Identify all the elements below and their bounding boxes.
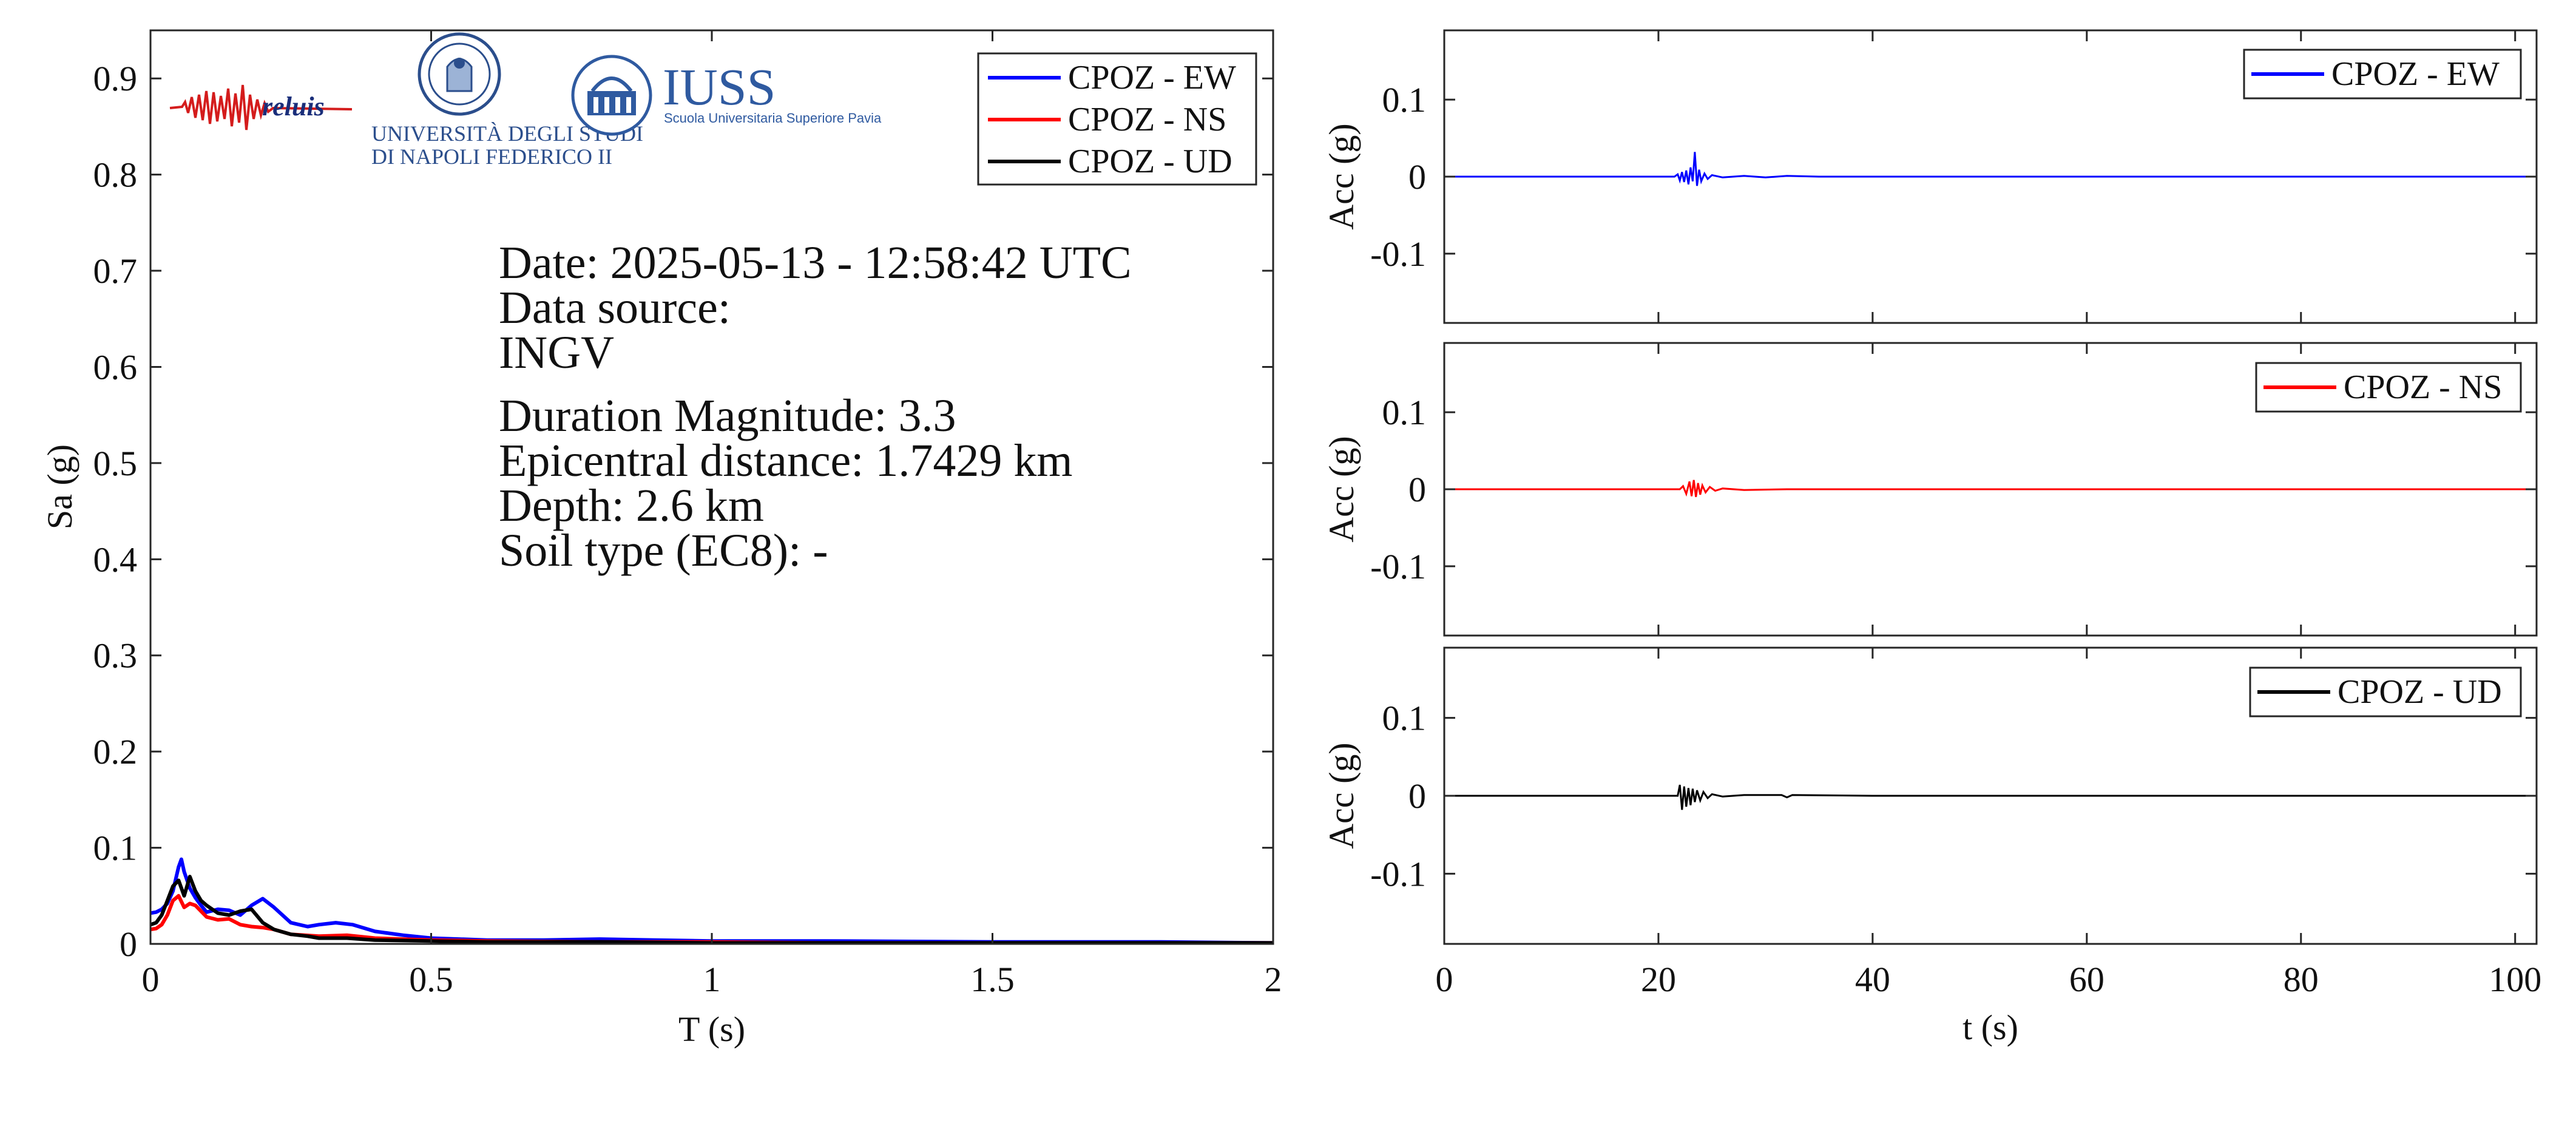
spectrum-y-tick-label: 0.4: [93, 540, 138, 579]
iuss-logo: IUSS Scuola Universitaria Superiore Pavi…: [571, 55, 882, 136]
reluis-logo: reluis: [169, 84, 353, 131]
acc-y-tick-label: -0.1: [1370, 854, 1426, 894]
acceleration-series-ud: [1444, 784, 2537, 810]
acc-x-tick-label: 20: [1641, 960, 1676, 999]
spectrum-line-0: [150, 857, 1274, 945]
acc-y-tick-label: -0.1: [1370, 547, 1426, 586]
spectrum-y-tick-label: 0.9: [93, 59, 138, 98]
acceleration-series-ns: [1444, 480, 2537, 497]
acc-ew-legend-label: CPOZ - EW: [2331, 55, 2500, 93]
data-source-label: Data source:: [499, 282, 731, 333]
acc-ud-y-ticks: 0.1 0 -0.1: [1370, 699, 2537, 894]
acc-trace-line: [1444, 784, 2537, 810]
spectrum-y-tick-label: 0.1: [93, 829, 138, 868]
spectrum-y-tick-label: 0.5: [93, 444, 138, 483]
acc-trace-line: [1444, 480, 2537, 497]
acc-ew-legend: CPOZ - EW: [2243, 49, 2522, 100]
spectrum-y-tick-label: 0.6: [93, 347, 138, 387]
acc-trace-line: [1444, 152, 2537, 186]
spectrum-x-tick-label: 1.5: [970, 960, 1015, 999]
spectrum-x-tick-label: 0.5: [409, 960, 453, 999]
acc-ns-x-ticks: [1443, 343, 2517, 636]
spectrum-y-tick-label: 0: [120, 924, 137, 964]
epicentral-distance: Epicentral distance: 1.7429 km: [499, 435, 1073, 486]
response-spectrum-chart: 0 0.1 0.2 0.3 0.4 0.5 0.6 0.7 0.8 0.9 0 0.5 1 1.5 2 T…: [40, 29, 1282, 1049]
acc-x-tick-label: 0: [1436, 960, 1453, 999]
acc-ns-y-ticks: 0.1 0 -0.1: [1370, 393, 2537, 586]
acc-ew-x-ticks: [1443, 30, 2517, 323]
data-source-value: INGV: [499, 327, 614, 378]
acc-y-tick-label: 0: [1408, 470, 1426, 509]
acc-x-tick-label: 60: [2069, 960, 2104, 999]
legend-label-ud: CPOZ - UD: [1068, 143, 1232, 180]
spectrum-y-tick-label: 0.3: [93, 636, 138, 676]
spectrum-x-tick-label: 1: [703, 960, 721, 999]
spectrum-y-axis-title: Sa (g): [40, 444, 79, 529]
soil-type: Soil type (EC8): -: [499, 525, 828, 576]
spectrum-series-group: [150, 857, 1274, 945]
spectrum-y-tick-label: 0.8: [93, 155, 138, 195]
acc-y-tick-label: -0.1: [1370, 234, 1426, 274]
acc-ns-legend-label: CPOZ - NS: [2344, 368, 2502, 406]
acceleration-chart-ns: 0.1 0 -0.1 Acc (g) CPOZ - NS: [1322, 342, 2538, 637]
acc-ud-x-ticks: 0 20 40 60 80 100: [1436, 648, 2541, 999]
spectrum-x-tick-label: 2: [1265, 960, 1282, 999]
acc-ud-legend: CPOZ - UD: [2249, 666, 2522, 717]
event-info: Date: 2025-05-13 - 12:58:42 UTC Data sou…: [499, 237, 1132, 576]
legend-label-ns: CPOZ - NS: [1068, 101, 1226, 138]
spectrum-y-ticks: 0 0.1 0.2 0.3 0.4 0.5 0.6 0.7 0.8 0.9: [93, 59, 1273, 964]
spectrum-y-tick-label: 0.7: [93, 251, 138, 291]
acc-ew-y-axis-title: Acc (g): [1322, 123, 1361, 230]
acc-x-tick-label: 80: [2284, 960, 2319, 999]
acc-ew-y-ticks: 0.1 0 -0.1: [1370, 80, 2537, 274]
spectrum-legend: CPOZ - EW CPOZ - NS CPOZ - UD: [977, 52, 1257, 186]
acceleration-chart-ud: 0.1 0 -0.1 0 20 40 60 80 100 Acc (g) t (s) CPOZ…: [1322, 646, 2541, 1047]
acc-x-tick-label: 40: [1855, 960, 1890, 999]
event-date: Date: 2025-05-13 - 12:58:42 UTC: [499, 237, 1132, 288]
acceleration-series-ew: [1444, 152, 2537, 186]
acceleration-chart-ew: 0.1 0 -0.1 Acc (g) CPOZ - EW: [1322, 29, 2538, 324]
reluis-waveform-icon: [169, 84, 353, 131]
spectrum-y-tick-label: 0.2: [93, 732, 138, 772]
acc-ud-y-axis-title: Acc (g): [1322, 742, 1361, 849]
unina-logo: UNIVERSITÀ DEGLI STUDI DI NAPOLI FEDERIC…: [371, 32, 643, 169]
event-depth: Depth: 2.6 km: [499, 480, 764, 531]
reluis-logo-text: reluis: [262, 92, 325, 121]
spectrum-x-axis-title: T (s): [678, 1009, 745, 1049]
acc-ud-x-axis-title: t (s): [1962, 1008, 2018, 1047]
iuss-logo-subtitle: Scuola Universitaria Superiore Pavia: [664, 110, 882, 126]
legend-label-ew: CPOZ - EW: [1068, 59, 1236, 97]
spectrum-line-2: [150, 875, 1273, 945]
acc-y-tick-label: 0.1: [1382, 699, 1427, 738]
acc-y-tick-label: 0.1: [1382, 80, 1427, 120]
acc-y-tick-label: 0: [1408, 776, 1426, 816]
spectrum-x-tick-label: 0: [142, 960, 160, 999]
spectrum-x-ticks: 0 0.5 1 1.5 2: [142, 30, 1282, 999]
unina-logo-line2: DI NAPOLI FEDERICO II: [371, 144, 612, 169]
acc-ud-legend-label: CPOZ - UD: [2338, 673, 2502, 711]
iuss-logo-text: IUSS: [663, 58, 776, 116]
acc-ns-legend: CPOZ - NS: [2255, 362, 2522, 413]
acc-y-tick-label: 0.1: [1382, 393, 1427, 432]
acc-ns-y-axis-title: Acc (g): [1322, 436, 1361, 543]
acc-y-tick-label: 0: [1408, 157, 1426, 197]
acc-x-tick-label: 100: [2489, 960, 2541, 999]
duration-magnitude: Duration Magnitude: 3.3: [499, 390, 956, 441]
